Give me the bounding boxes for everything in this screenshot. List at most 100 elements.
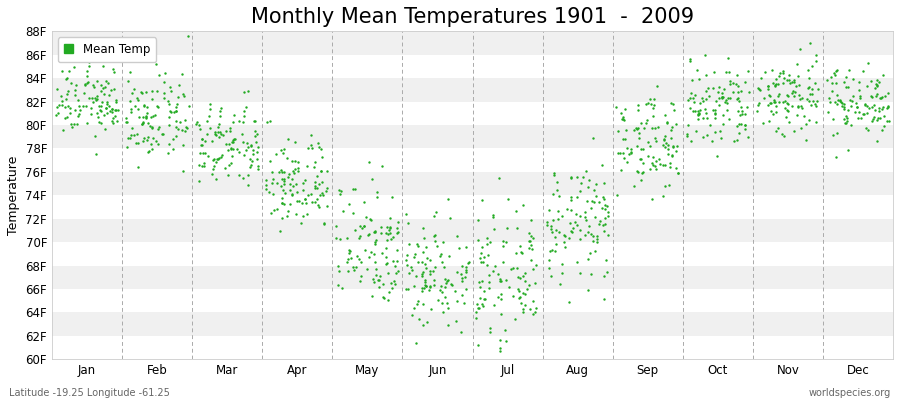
Point <box>214 130 229 137</box>
Point <box>277 201 292 208</box>
Point <box>843 96 858 103</box>
Point <box>860 83 874 90</box>
Point <box>689 66 704 73</box>
Point <box>454 329 468 335</box>
Point <box>662 182 676 189</box>
Point <box>660 119 674 126</box>
Point <box>376 294 391 300</box>
Point <box>56 127 70 133</box>
Point <box>555 270 570 276</box>
Point <box>224 138 238 145</box>
Point <box>470 301 484 307</box>
Point <box>787 93 801 100</box>
Point <box>696 114 710 121</box>
Point <box>806 98 821 104</box>
Point <box>94 88 108 95</box>
Point <box>870 114 885 121</box>
Point <box>787 78 801 85</box>
Point <box>200 130 214 137</box>
Point <box>719 97 733 103</box>
Point <box>207 156 221 162</box>
Point <box>315 179 329 185</box>
Point <box>472 279 486 286</box>
Point <box>137 135 151 142</box>
Point <box>179 124 194 130</box>
Point <box>274 215 289 222</box>
Point <box>202 124 217 131</box>
Point <box>301 145 315 152</box>
Point <box>777 75 791 82</box>
Point <box>276 186 291 193</box>
Point <box>89 151 104 157</box>
Point <box>716 121 730 127</box>
Point <box>135 90 149 96</box>
Point <box>636 169 651 176</box>
Point <box>629 168 643 174</box>
Point <box>491 294 506 300</box>
Point <box>634 177 648 184</box>
Point <box>274 169 289 176</box>
Point <box>213 108 228 114</box>
Point <box>620 158 634 165</box>
Point <box>141 148 156 154</box>
Point <box>632 129 646 136</box>
Point <box>691 109 706 116</box>
Point <box>776 70 790 76</box>
Point <box>646 154 661 160</box>
Point <box>99 99 113 106</box>
Point <box>124 109 139 116</box>
Point <box>769 127 783 134</box>
Point <box>336 208 350 214</box>
Point <box>518 302 532 308</box>
Point <box>171 82 185 88</box>
Point <box>146 135 160 142</box>
Point <box>214 152 229 159</box>
Point <box>102 103 116 110</box>
Point <box>738 122 752 128</box>
Point <box>130 130 145 137</box>
Point <box>806 86 820 92</box>
Point <box>483 325 498 331</box>
Point <box>439 280 454 286</box>
Point <box>657 137 671 144</box>
Point <box>76 103 90 109</box>
Point <box>298 177 312 183</box>
Point <box>684 138 698 144</box>
Point <box>580 197 595 204</box>
Point <box>512 294 526 300</box>
Point <box>410 259 425 266</box>
Point <box>657 136 671 142</box>
Point <box>439 300 454 306</box>
Point <box>91 114 105 120</box>
Point <box>339 235 354 242</box>
Point <box>440 277 454 283</box>
Point <box>341 201 356 208</box>
Point <box>280 155 294 161</box>
Point <box>579 216 593 223</box>
Point <box>794 102 808 109</box>
Point <box>624 146 638 152</box>
Point <box>79 79 94 86</box>
Point <box>382 289 396 296</box>
Point <box>611 150 625 156</box>
Point <box>193 149 207 156</box>
Point <box>721 94 735 101</box>
Point <box>236 139 250 145</box>
Point <box>487 226 501 232</box>
Point <box>97 90 112 97</box>
Point <box>310 196 324 202</box>
Point <box>436 264 451 271</box>
Point <box>428 212 442 219</box>
Point <box>617 106 632 112</box>
Point <box>664 152 679 158</box>
Point <box>589 213 603 220</box>
Point <box>656 162 670 168</box>
Point <box>366 276 381 283</box>
Point <box>109 106 123 113</box>
Point <box>288 166 302 172</box>
Point <box>362 254 376 260</box>
Point <box>494 296 508 302</box>
Point <box>598 180 612 187</box>
Point <box>546 216 561 223</box>
Point <box>427 276 441 283</box>
